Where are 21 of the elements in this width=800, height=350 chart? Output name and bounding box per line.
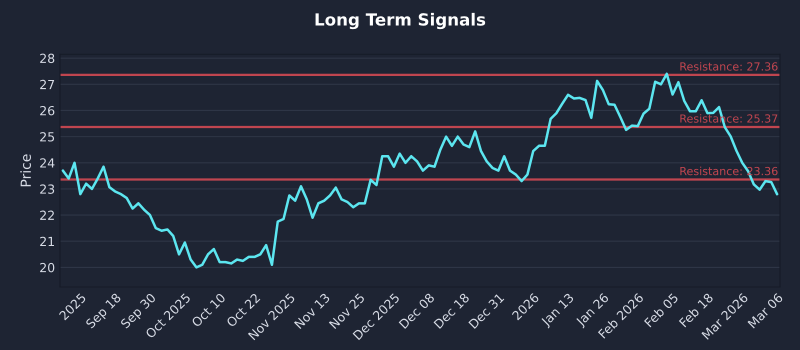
x-tick-label: Nov 13: [294, 292, 330, 330]
y-tick-label: 28: [40, 54, 54, 64]
line-series: [62, 72, 778, 269]
x-tick-label: Oct 10: [190, 292, 226, 328]
y-tick-label: 26: [40, 106, 54, 116]
x-tick-label: Dec 18: [433, 292, 470, 329]
y-tick-label: 25: [40, 132, 54, 142]
y-axis-title: Price: [20, 154, 31, 186]
y-tick-label: 27: [40, 80, 54, 90]
x-tick-label: Dec 31: [468, 292, 504, 329]
y-tick-label: 21: [40, 236, 54, 246]
x-tick-label: Dec 08: [398, 292, 435, 329]
y-tick-label: 22: [40, 210, 54, 220]
y-tick-label: 23: [40, 184, 54, 194]
y-tick-label: 20: [40, 262, 54, 272]
x-tick-label: Feb 05: [644, 292, 679, 328]
chart-title: Long Term Signals: [316, 12, 486, 30]
x-tick-label: Mar 06: [747, 292, 784, 329]
x-tick-label: Jan 13: [540, 292, 576, 328]
ref-line-label: Resistance: 27.36: [680, 62, 778, 71]
y-tick-label: 24: [40, 158, 54, 168]
